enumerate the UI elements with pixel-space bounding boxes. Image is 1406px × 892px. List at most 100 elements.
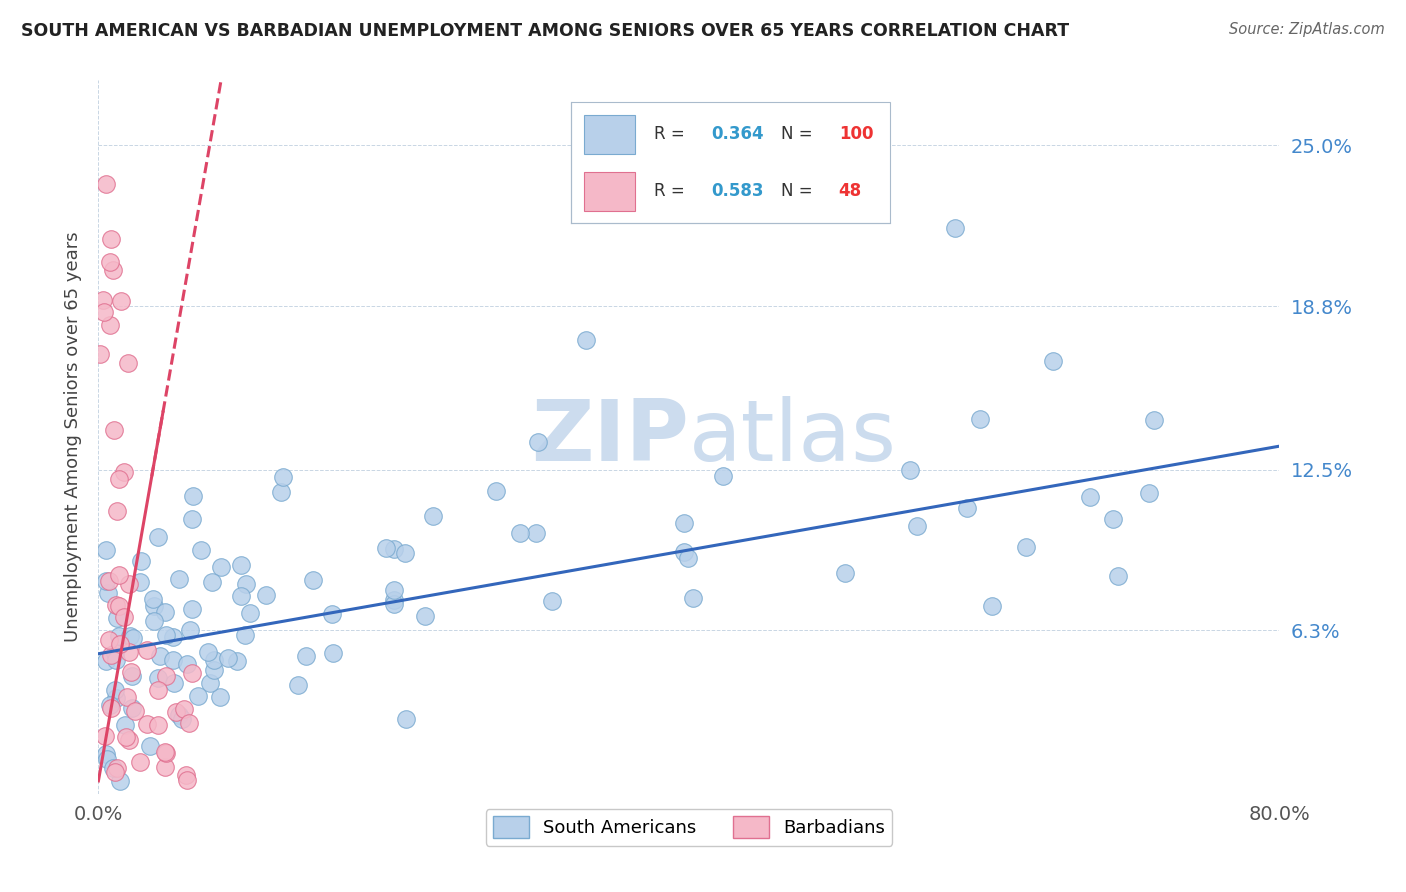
Point bbox=[711, 469, 734, 483]
Point bbox=[202, 652, 225, 666]
Point bbox=[173, 702, 195, 716]
Point bbox=[898, 463, 921, 477]
Point bbox=[105, 598, 128, 612]
Point bbox=[162, 631, 184, 645]
Point bbox=[94, 729, 117, 743]
Point bbox=[118, 645, 141, 659]
Point bbox=[93, 305, 115, 319]
Point bbox=[229, 589, 252, 603]
Point bbox=[200, 675, 222, 690]
Point bbox=[153, 760, 176, 774]
Point bbox=[114, 718, 136, 732]
Point bbox=[271, 470, 294, 484]
Point bbox=[120, 665, 142, 679]
Point bbox=[115, 690, 138, 705]
Point bbox=[394, 546, 416, 560]
Point bbox=[181, 665, 204, 680]
Point bbox=[94, 542, 117, 557]
Point bbox=[155, 746, 177, 760]
Point bbox=[201, 575, 224, 590]
Point bbox=[179, 716, 201, 731]
Point bbox=[96, 752, 118, 766]
Point bbox=[287, 678, 309, 692]
Point bbox=[114, 730, 136, 744]
Point bbox=[153, 745, 176, 759]
Text: atlas: atlas bbox=[689, 395, 897, 479]
Point bbox=[146, 530, 169, 544]
Point bbox=[136, 716, 159, 731]
Point bbox=[238, 606, 260, 620]
Point bbox=[148, 671, 170, 685]
Point bbox=[98, 318, 121, 333]
Point bbox=[526, 435, 548, 450]
Point bbox=[100, 232, 122, 246]
Point bbox=[105, 690, 128, 705]
Point bbox=[94, 574, 117, 589]
Point bbox=[103, 263, 125, 277]
Point bbox=[181, 602, 204, 616]
Text: Source: ZipAtlas.com: Source: ZipAtlas.com bbox=[1229, 22, 1385, 37]
Point bbox=[943, 221, 966, 235]
Point bbox=[124, 705, 146, 719]
Point bbox=[94, 654, 117, 668]
Point bbox=[174, 768, 197, 782]
Y-axis label: Unemployment Among Seniors over 65 years: Unemployment Among Seniors over 65 years bbox=[65, 232, 83, 642]
Point bbox=[98, 574, 121, 588]
Point bbox=[128, 755, 150, 769]
Legend: South Americans, Barbadians: South Americans, Barbadians bbox=[485, 809, 893, 846]
Text: ZIP: ZIP bbox=[531, 395, 689, 479]
Point bbox=[905, 519, 928, 533]
Point bbox=[105, 611, 128, 625]
Point bbox=[509, 525, 531, 540]
Point bbox=[105, 761, 128, 775]
Point bbox=[167, 572, 190, 586]
Point bbox=[143, 614, 166, 628]
Point bbox=[100, 648, 122, 663]
Point bbox=[146, 682, 169, 697]
Point bbox=[167, 707, 190, 722]
Point bbox=[969, 412, 991, 426]
Point bbox=[217, 651, 239, 665]
Point bbox=[176, 657, 198, 671]
Point bbox=[673, 545, 696, 559]
Point bbox=[190, 543, 212, 558]
Point bbox=[321, 607, 343, 621]
Point bbox=[672, 516, 695, 530]
Point bbox=[1042, 354, 1064, 368]
Point bbox=[121, 700, 143, 714]
Point bbox=[104, 765, 127, 780]
Point bbox=[94, 747, 117, 762]
Point bbox=[104, 646, 127, 660]
Point bbox=[980, 599, 1002, 613]
Point bbox=[375, 541, 398, 555]
Point bbox=[118, 629, 141, 643]
Point bbox=[834, 566, 856, 580]
Point bbox=[117, 356, 139, 370]
Point bbox=[382, 541, 405, 556]
Point bbox=[104, 683, 127, 698]
Point bbox=[422, 508, 444, 523]
Point bbox=[1107, 569, 1129, 583]
Point bbox=[118, 577, 141, 591]
Point bbox=[149, 648, 172, 663]
Point bbox=[524, 525, 547, 540]
Point bbox=[254, 588, 277, 602]
Point bbox=[165, 706, 187, 720]
Point bbox=[187, 690, 209, 704]
Point bbox=[176, 773, 198, 788]
Point bbox=[395, 712, 418, 726]
Point bbox=[162, 653, 184, 667]
Point bbox=[956, 501, 979, 516]
Point bbox=[270, 484, 292, 499]
Point bbox=[231, 558, 253, 572]
Point bbox=[107, 599, 129, 614]
Point bbox=[1015, 540, 1038, 554]
Point bbox=[575, 333, 598, 347]
Point bbox=[129, 575, 152, 590]
Point bbox=[382, 593, 405, 607]
Point bbox=[676, 550, 699, 565]
Point bbox=[382, 597, 405, 611]
Point bbox=[170, 712, 193, 726]
Point bbox=[138, 739, 160, 754]
Point bbox=[112, 610, 135, 624]
